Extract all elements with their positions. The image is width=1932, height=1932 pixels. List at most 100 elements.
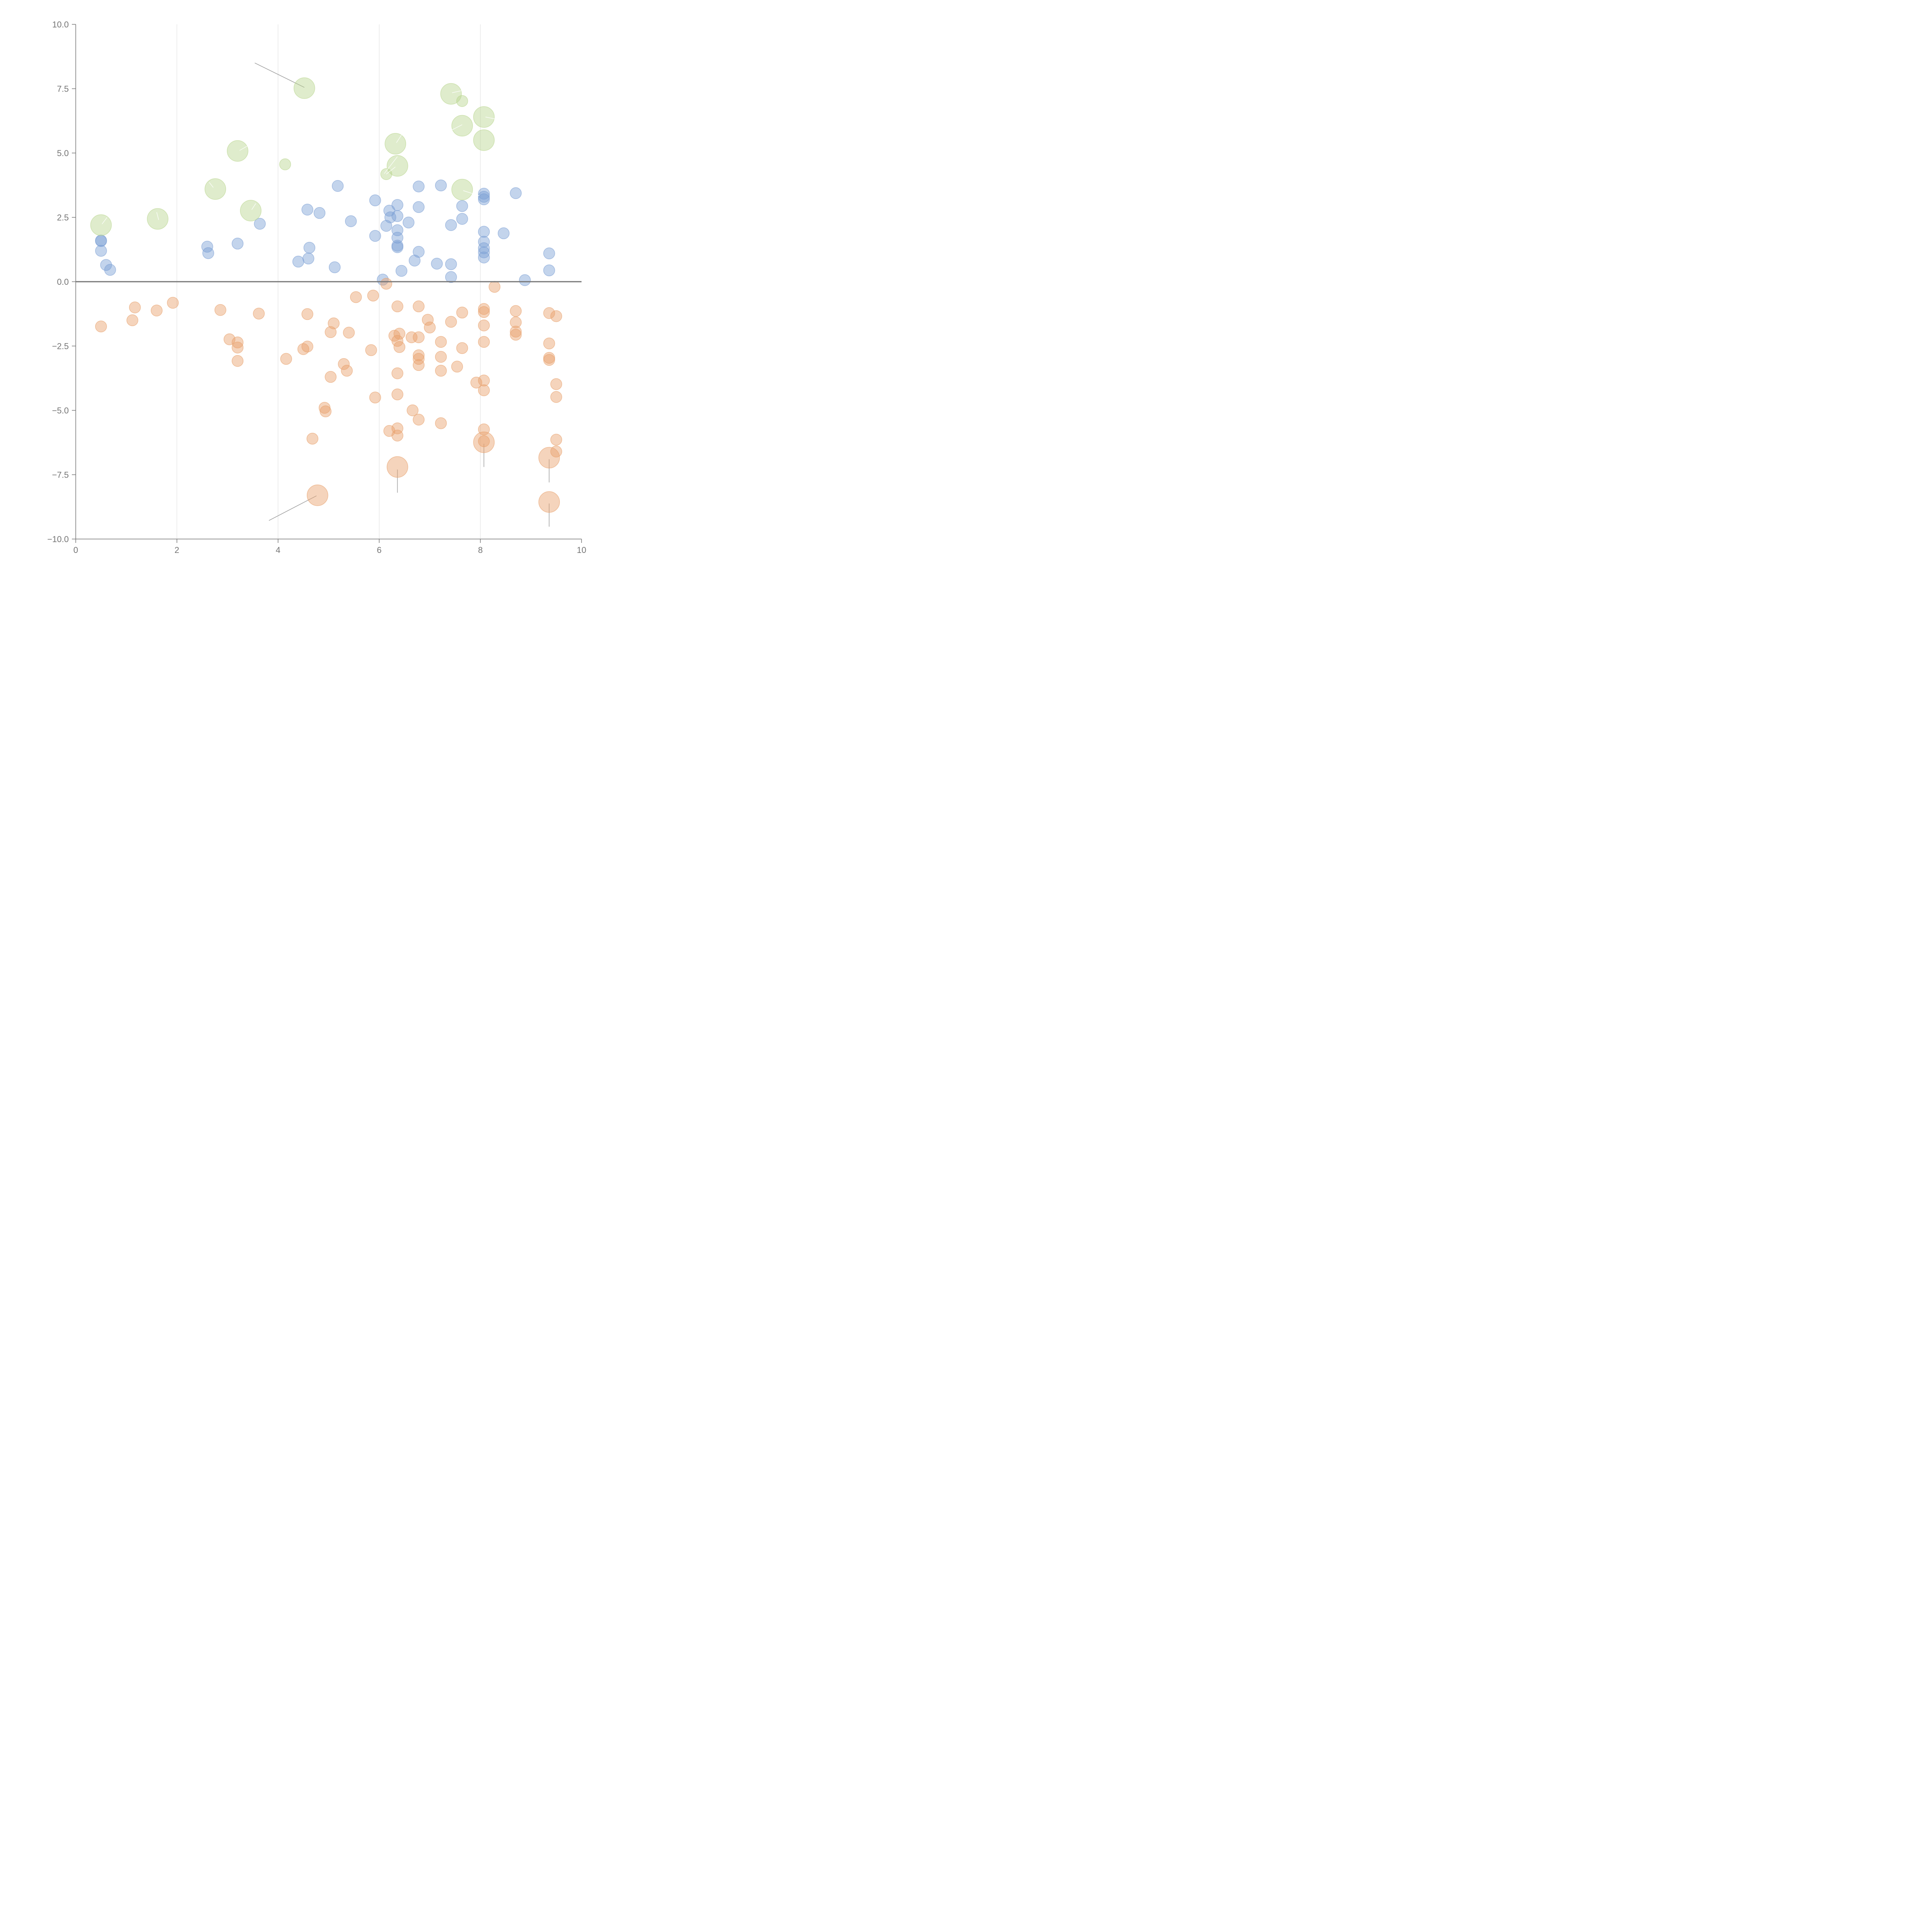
- bubble-point-2-0: [306, 485, 328, 506]
- bubble-point-0-39: [445, 271, 457, 283]
- bubble-point-1-56: [456, 342, 468, 354]
- callout-line-7: [156, 212, 159, 220]
- bubble-point-1-21: [338, 358, 350, 370]
- bubble-point-1-15: [306, 433, 318, 445]
- bubble-point-0-46: [478, 236, 490, 248]
- bubble-point-1-65: [478, 435, 490, 447]
- bubble-point-1-47: [422, 314, 434, 326]
- chart-svg: 0 2 4 6 8 10 10.0 7.5 5.0 2.5 0.0 −2.5 −5.0 −7.5 −10.0: [47, 20, 586, 555]
- bubble-point-1-57: [470, 376, 482, 389]
- bubble-point-1-78: [550, 434, 562, 446]
- bubble-point-1-3: [151, 304, 163, 316]
- bubble-point-0-53: [543, 247, 555, 259]
- x-tick-label-0: 0: [73, 545, 78, 555]
- bubble-point-1-61: [478, 336, 490, 348]
- bubble-point-1-36: [391, 430, 403, 442]
- bubble-point-0-36: [435, 179, 447, 192]
- bubble-point-0-32: [413, 180, 425, 192]
- bubble-point-0-13: [313, 207, 326, 219]
- bubble-point-2-1: [386, 456, 408, 478]
- bubble-point-1-23: [343, 327, 355, 339]
- bubble-point-0-14: [328, 261, 341, 273]
- bubble-point-1-52: [435, 417, 447, 429]
- callout-dark-layer: [255, 63, 549, 527]
- bubble-point-1-4: [167, 297, 179, 309]
- callout-light-layer: [102, 90, 496, 224]
- bubble-point-1-41: [413, 300, 425, 313]
- y-tick-label-5: −2.5: [52, 342, 69, 351]
- bubble-point-0-16: [345, 215, 357, 227]
- bubble-point-1-63: [478, 384, 490, 396]
- bubble-point-1-71: [543, 307, 555, 319]
- bubble-point-1-43: [413, 349, 425, 361]
- callout-line-9: [239, 145, 248, 151]
- bubble-point-0-6: [202, 247, 214, 259]
- bubble-point-1-68: [510, 316, 522, 328]
- bubble-point-0-33: [413, 201, 425, 213]
- bubble-point-3-12: [473, 129, 495, 151]
- x-tick-label-5: 10: [577, 545, 586, 555]
- bubble-point-4-0: [279, 158, 291, 170]
- bubble-point-0-28: [391, 241, 403, 253]
- bubble-point-1-11: [280, 353, 292, 365]
- bubble-point-0-52: [519, 274, 531, 286]
- y-tick-label-1: 7.5: [57, 84, 69, 94]
- bubble-point-1-42: [413, 331, 425, 344]
- bubble-point-0-30: [403, 216, 415, 229]
- bubble-point-0-22: [384, 211, 396, 223]
- bubble-point-1-35: [391, 422, 403, 434]
- bubble-point-1-22: [341, 365, 353, 377]
- callout-line-12: [384, 156, 398, 174]
- bubble-point-1-33: [391, 367, 403, 379]
- bubble-point-1-20: [328, 317, 340, 330]
- bubble-point-1-26: [367, 289, 379, 302]
- bubble-point-3-1: [147, 208, 168, 230]
- bubble-point-1-59: [478, 306, 490, 318]
- bubble-point-1-75: [550, 310, 562, 322]
- bubble-point-1-2: [129, 301, 141, 313]
- bubble-point-2-4: [538, 491, 560, 513]
- bubble-point-0-38: [445, 258, 457, 270]
- bubble-point-0-50: [498, 227, 510, 240]
- bubble-point-1-6: [223, 333, 236, 345]
- bubble-point-3-9: [451, 115, 473, 137]
- bubble-layer: [90, 77, 562, 513]
- bubble-point-1-19: [325, 371, 337, 383]
- bubble-point-0-49: [478, 252, 490, 264]
- callout-line-1: [269, 495, 317, 521]
- bubble-point-1-45: [413, 359, 425, 371]
- bubble-point-1-25: [365, 344, 377, 356]
- callout-line-13: [386, 167, 396, 175]
- bubble-point-1-27: [369, 391, 381, 403]
- bubble-point-1-69: [510, 325, 522, 338]
- bubble-point-1-8: [231, 342, 244, 354]
- bubble-point-1-50: [435, 351, 447, 363]
- callout-line-15: [452, 124, 463, 130]
- bubble-point-1-58: [478, 303, 490, 315]
- bubble-point-1-60: [478, 319, 490, 332]
- bubble-point-0-5: [201, 241, 213, 253]
- x-tick-label-3: 6: [377, 545, 381, 555]
- bubble-point-1-76: [550, 378, 562, 390]
- callout-line-0: [255, 63, 304, 88]
- callout-line-14: [452, 90, 461, 93]
- y-tick-label-3: 2.5: [57, 213, 69, 223]
- bubble-point-1-70: [510, 328, 522, 341]
- bubble-point-3-8: [440, 83, 462, 105]
- bubble-point-0-43: [478, 190, 490, 203]
- bubble-point-1-13: [301, 340, 313, 353]
- bubble-point-1-28: [380, 278, 392, 290]
- bubble-point-0-17: [369, 194, 381, 206]
- callout-line-11: [396, 134, 402, 143]
- bubble-point-0-47: [478, 242, 490, 254]
- bubble-point-0-31: [408, 255, 421, 267]
- bubble-point-0-8: [254, 218, 266, 230]
- bubble-point-4-2: [456, 95, 468, 107]
- bubble-point-1-18: [325, 326, 337, 338]
- bubble-point-1-0: [95, 320, 107, 333]
- bubble-point-1-66: [488, 281, 501, 293]
- bubble-point-0-44: [478, 193, 490, 206]
- callout-line-8: [209, 182, 214, 188]
- bubble-point-1-5: [214, 304, 226, 316]
- bubble-point-3-11: [473, 106, 495, 128]
